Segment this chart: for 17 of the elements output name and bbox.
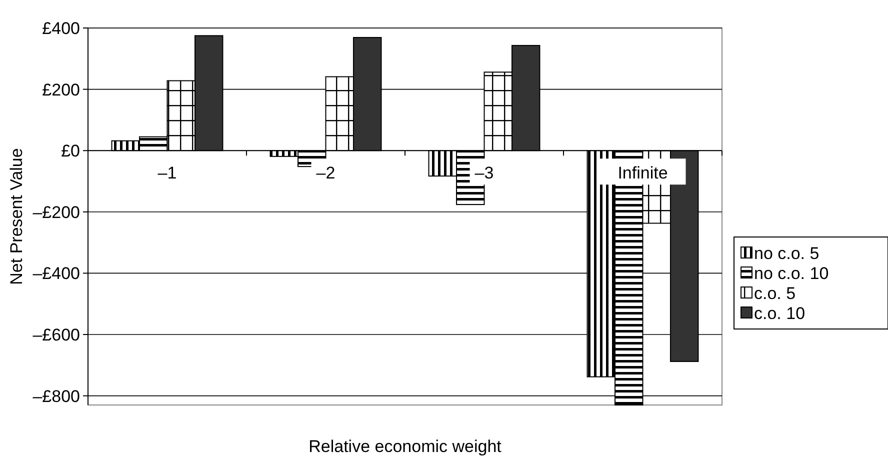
x-tick-label: –2	[316, 164, 336, 183]
y-tick-label: –£200	[32, 202, 80, 222]
y-tick-label: £400	[42, 18, 80, 38]
legend-label: no c.o. 5	[754, 244, 820, 263]
y-tick-label: –£600	[32, 325, 80, 344]
legend-label: c.o. 10	[754, 304, 806, 323]
y-tick-label: –£800	[32, 386, 80, 406]
legend-label: no c.o. 10	[754, 264, 829, 283]
y-axis-title: Net Present Value	[7, 148, 26, 285]
x-tick-label: –1	[158, 164, 177, 183]
x-tick-label: –3	[474, 164, 494, 183]
y-tick-label: £200	[42, 80, 80, 100]
y-tick-label: –£400	[32, 264, 80, 284]
legend-label: c.o. 5	[754, 284, 796, 303]
y-tick-label: £0	[61, 142, 80, 161]
x-tick-label: Infinite	[618, 164, 668, 183]
x-axis-title: Relative economic weight	[308, 437, 502, 456]
